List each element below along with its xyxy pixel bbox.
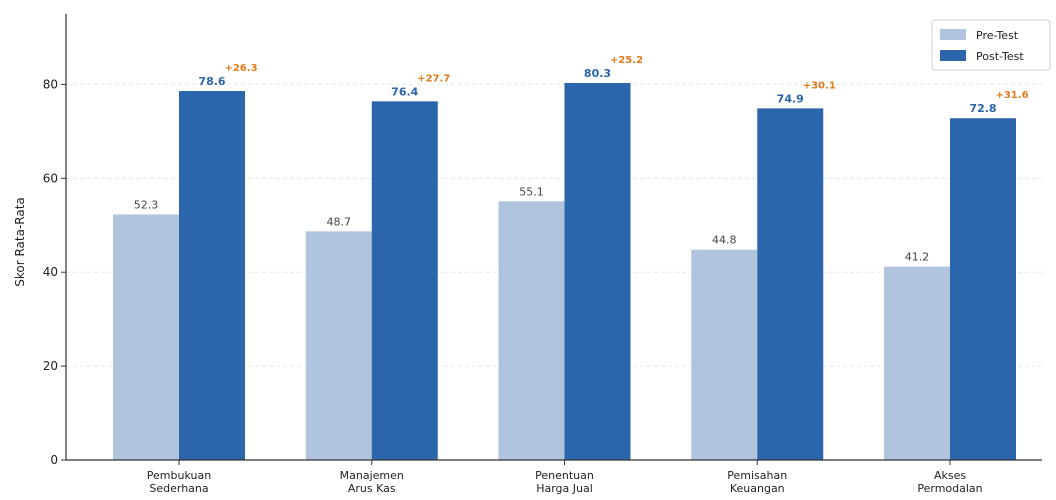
difference-label: +31.6 xyxy=(995,90,1028,101)
x-tick-label: Pemisahan xyxy=(727,469,787,482)
y-tick-label: 0 xyxy=(50,453,58,467)
legend-swatch xyxy=(940,50,966,61)
post-test-value-label: 78.6 xyxy=(198,75,225,88)
legend: Pre-Test Post-Test xyxy=(931,19,1051,71)
post-test-value-label: 72.8 xyxy=(969,102,996,115)
x-tick-label: Penentuan xyxy=(535,469,594,482)
pre-test-value-label: 41.2 xyxy=(905,251,930,264)
x-tick-label: Manajemen xyxy=(340,469,404,482)
bar-pre-test xyxy=(113,214,179,460)
difference-label: +30.1 xyxy=(803,80,836,91)
bar-pre-test xyxy=(498,201,565,460)
difference-label: +26.3 xyxy=(224,63,257,74)
difference-label: +27.7 xyxy=(417,73,450,84)
bar-post-test xyxy=(950,118,1016,461)
bar-pre-test xyxy=(305,231,372,460)
y-axis-title: Skor Rata-Rata xyxy=(13,197,27,287)
pre-test-value-label: 55.1 xyxy=(519,185,544,198)
bar-post-test xyxy=(564,83,631,460)
x-tick-label: Akses xyxy=(934,469,966,482)
y-tick-label: 40 xyxy=(43,265,58,279)
pre-test-value-label: 44.8 xyxy=(712,234,737,247)
x-tick-label: Pembukuan xyxy=(147,469,211,482)
y-tick-label: 60 xyxy=(43,171,58,185)
bar-pre-test xyxy=(691,249,758,460)
y-tick-label: 20 xyxy=(43,359,58,373)
bar-post-test xyxy=(757,108,824,461)
bars xyxy=(113,83,1016,461)
bar-post-test xyxy=(179,90,245,460)
pre-test-value-label: 52.3 xyxy=(134,198,159,211)
difference-label: +25.2 xyxy=(610,55,643,66)
bar-post-test xyxy=(371,101,438,460)
pre-test-value-label: 48.7 xyxy=(327,215,352,228)
x-tick-label: Keuangan xyxy=(730,482,785,495)
legend-label: Pre-Test xyxy=(976,29,1019,42)
post-test-value-label: 74.9 xyxy=(777,92,804,105)
post-test-value-label: 80.3 xyxy=(584,67,611,80)
x-tick-label: Harga Jual xyxy=(536,482,593,495)
x-tick-label: Arus Kas xyxy=(348,482,396,495)
data-labels: 52.3 78.6+26.3 48.7 76.4+27.7 55.1 80.3+25.2 4… xyxy=(134,55,1029,264)
x-tick-label: Sederhana xyxy=(149,482,208,495)
legend-label: Post-Test xyxy=(976,50,1024,63)
post-test-value-label: 76.4 xyxy=(391,85,418,98)
bar-pre-test xyxy=(884,266,950,460)
legend-swatch xyxy=(940,29,966,40)
x-tick-label: Permodalan xyxy=(917,482,982,495)
y-tick-label: 80 xyxy=(43,77,58,91)
